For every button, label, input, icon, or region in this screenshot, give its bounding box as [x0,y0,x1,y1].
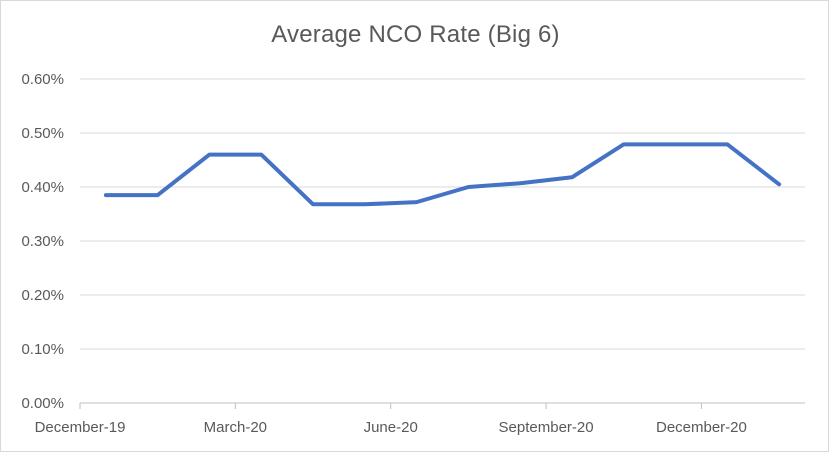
y-tick-label: 0.10% [21,341,64,358]
y-tick-label: 0.60% [21,71,64,88]
x-axis-tick-labels: December-19 March-20 June-20 September-20 De… [35,419,747,436]
y-tick-label: 0.50% [21,125,64,142]
chart-title: Average NCO Rate (Big 6) [271,21,560,48]
series-line [103,142,782,207]
x-tick-label: March-20 [204,419,267,436]
x-tick-label: December-20 [656,419,747,436]
y-tick-label: 0.30% [21,233,64,250]
x-tick-label: June-20 [364,419,418,436]
x-tick-label: December-19 [35,419,126,436]
y-tick-label: 0.40% [21,179,64,196]
x-axis [79,402,805,409]
series-layer [103,142,782,207]
y-axis-tick-labels: 0.00% 0.10% 0.20% 0.30% 0.40% 0.50% 0.60% [21,71,64,412]
y-tick-label: 0.00% [21,395,64,412]
x-tick-label: September-20 [499,419,594,436]
y-tick-label: 0.20% [21,287,64,304]
gridlines [80,78,805,350]
